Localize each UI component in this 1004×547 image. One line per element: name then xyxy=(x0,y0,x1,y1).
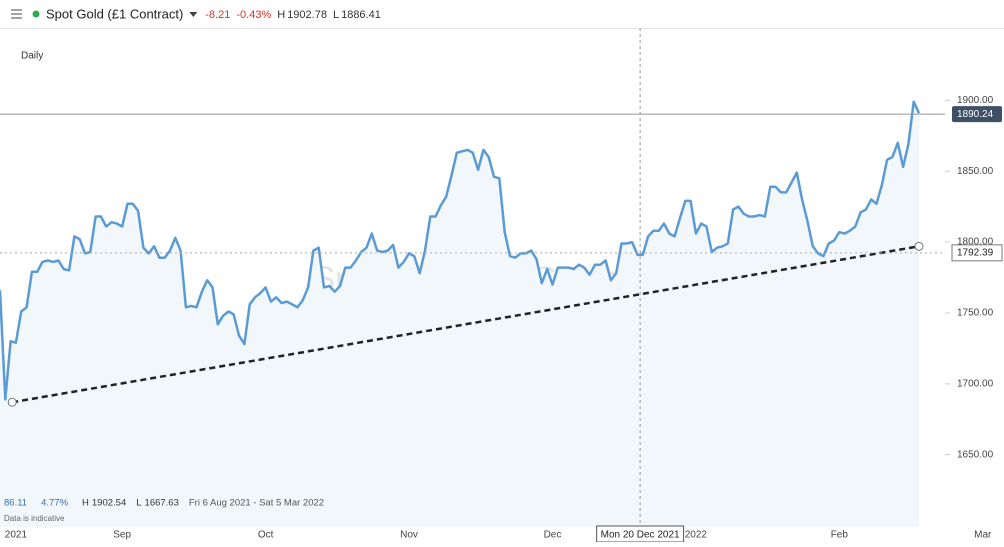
stats-high-label: H xyxy=(82,498,89,509)
x-tick-label: Oct xyxy=(258,530,274,541)
header: Spot Gold (£1 Contract) -8.21 -0.43% H 1… xyxy=(0,6,1004,29)
y-tick-label: 1700.00 xyxy=(957,378,994,389)
stats-range: Fri 6 Aug 2021 - Sat 5 Mar 2022 xyxy=(189,498,324,509)
data-note: Data is indicative xyxy=(4,514,65,523)
current-price-box xyxy=(952,106,1002,123)
x-tick-label: Mar xyxy=(974,530,992,541)
x-tick-label: 2022 xyxy=(685,530,708,541)
y-tick-label: 1900.00 xyxy=(957,95,994,106)
y-tick-label: 1650.00 xyxy=(957,449,994,460)
change: -8.21 xyxy=(205,9,230,21)
stats-change: 86.11 xyxy=(4,498,27,509)
interval: Daily xyxy=(21,51,43,62)
stats-high: 1902.54 xyxy=(92,498,126,509)
instrument-title[interactable]: Spot Gold (£1 Contract) xyxy=(46,6,183,21)
high-label: H xyxy=(277,9,285,21)
stats: 86.11 4.77% H 1902.54 L 1667.63 Fri 6 Au… xyxy=(4,498,324,524)
crosshair-value-box xyxy=(951,244,1003,262)
y-tick-label: 1800.00 xyxy=(957,237,994,248)
high: 1902.78 xyxy=(287,9,327,21)
low: 1886.41 xyxy=(341,9,381,21)
x-tick-label: 2021 xyxy=(5,530,28,541)
price-line xyxy=(0,100,921,401)
low-label: L xyxy=(333,9,339,21)
dropdown-caret[interactable] xyxy=(189,12,198,17)
x-tick-label: Feb xyxy=(831,530,849,541)
x-tick-label: Nov xyxy=(400,530,418,541)
crosshair-x-label: Mon 20 Dec 2021 xyxy=(601,530,680,541)
y-tick-label: 1750.00 xyxy=(957,308,994,319)
y-tick-label: 1850.00 xyxy=(957,166,994,177)
change-pct: -0.43% xyxy=(236,9,271,21)
trendline-handle xyxy=(914,241,924,251)
trendline-handle xyxy=(7,397,17,407)
area xyxy=(0,101,919,527)
stats-change-pct: 4.77% xyxy=(41,498,68,509)
plot: 1650.00 1700.00 1750.00 1800.00 1850.00 1900.… xyxy=(0,28,1003,543)
crosshair-value-label: 1792.39 xyxy=(957,247,994,258)
stats-low-label: L xyxy=(136,498,141,509)
status-dot xyxy=(32,10,40,18)
x-tick-label: Dec xyxy=(544,530,562,541)
x-tick-label: Sep xyxy=(113,530,131,541)
stats-low: 1667.63 xyxy=(145,498,179,509)
current-price-label: 1890.24 xyxy=(957,109,994,120)
menu-icon[interactable] xyxy=(11,9,22,19)
trendline xyxy=(12,245,920,404)
